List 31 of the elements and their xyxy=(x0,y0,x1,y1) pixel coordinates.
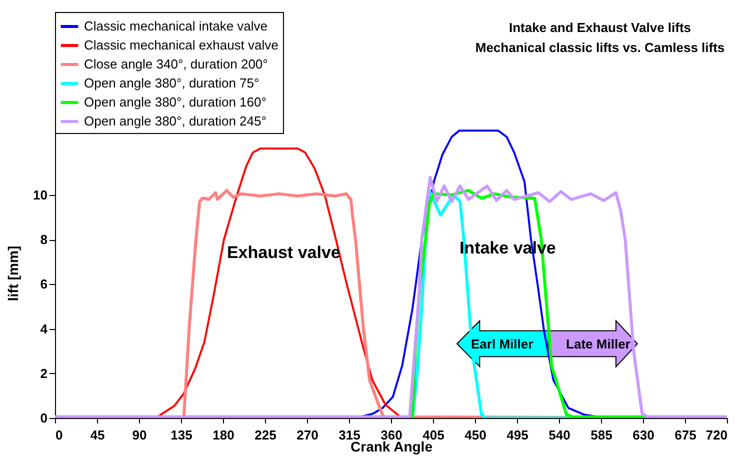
legend-label: Close angle 340°, duration 200° xyxy=(84,56,268,72)
x-tick-label: 270 xyxy=(296,428,318,442)
legend-label: Classic mechanical intake valve xyxy=(84,18,268,34)
x-tick-label: 45 xyxy=(90,428,105,442)
y-axis-title: lift [mm] xyxy=(5,246,22,302)
x-tick-label: 720 xyxy=(706,428,728,442)
x-tick-label: 135 xyxy=(170,428,192,442)
y-tick-label: 2 xyxy=(40,366,48,381)
x-tick-label: 0 xyxy=(56,428,63,442)
y-tick-label: 0 xyxy=(40,410,48,426)
annotation: Late Miller xyxy=(566,336,630,352)
y-tick-label: 8 xyxy=(40,232,48,248)
x-tick-label: 180 xyxy=(212,428,234,442)
legend-label: Open angle 380°, duration 75° xyxy=(84,76,260,90)
x-tick-label: 675 xyxy=(674,428,696,442)
chart-subtitle: Mechanical classic lifts vs. Camless lifts xyxy=(475,40,725,55)
x-tick-label: 540 xyxy=(548,428,570,442)
legend-label: Open angle 380°, duration 245° xyxy=(84,114,266,128)
legend-label: Open angle 380°, duration 160° xyxy=(84,94,266,110)
x-tick-label: 585 xyxy=(590,428,612,442)
y-tick-label: 4 xyxy=(40,321,48,336)
legend-label: Classic mechanical exhaust valve xyxy=(84,38,278,52)
chart-title: Intake and Exhaust Valve lifts xyxy=(508,20,692,35)
y-tick-label: 6 xyxy=(40,276,48,292)
x-tick-label: 225 xyxy=(254,428,276,442)
x-tick-label: 90 xyxy=(132,428,147,442)
x-tick-label: 630 xyxy=(632,428,654,442)
x-tick-label: 495 xyxy=(506,428,528,442)
y-tick-label: 10 xyxy=(33,187,48,202)
x-tick-label: 450 xyxy=(464,428,486,442)
annotation: Earl Miller xyxy=(470,336,534,352)
